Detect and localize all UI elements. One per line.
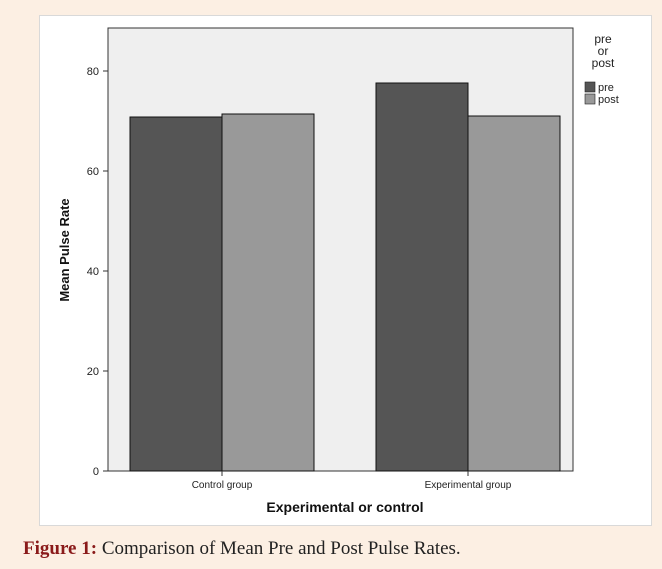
figure-caption: Figure 1: Comparison of Mean Pre and Pos…: [23, 538, 653, 560]
legend-title: or: [598, 44, 609, 58]
caption-label: Figure 1:: [23, 538, 98, 559]
legend-swatch-post: [584, 93, 596, 105]
y-axis-label: Mean Pulse Rate: [57, 198, 72, 301]
legend-swatch-pre: [584, 81, 596, 93]
y-axis: 0 20 40 60 80: [87, 66, 108, 478]
bar-chart: 0 20 40 60 80 Control group Experimental grou…: [57, 27, 619, 515]
caption-text: Comparison of Mean Pre and Post Pulse Ra…: [97, 538, 461, 559]
y-tick-label: 60: [87, 166, 99, 178]
legend-title: pre: [594, 32, 612, 46]
bar-post: [221, 113, 315, 472]
bar-pre: [375, 82, 469, 472]
x-tick-label: Control group: [192, 480, 253, 491]
legend-label-post: post: [598, 94, 619, 106]
bars: [129, 82, 561, 472]
y-tick-label: 40: [87, 266, 99, 278]
y-tick-label: 80: [87, 66, 99, 78]
legend-label-pre: pre: [598, 82, 614, 94]
x-tick-label: Experimental group: [425, 480, 512, 491]
legend-title: post: [592, 56, 615, 70]
x-axis: Control group Experimental group: [192, 471, 512, 491]
y-tick-label: 20: [87, 366, 99, 378]
y-tick-label: 0: [93, 466, 99, 478]
bar-pre: [129, 116, 223, 472]
x-axis-label: Experimental or control: [266, 499, 423, 515]
bar-post: [467, 115, 561, 472]
